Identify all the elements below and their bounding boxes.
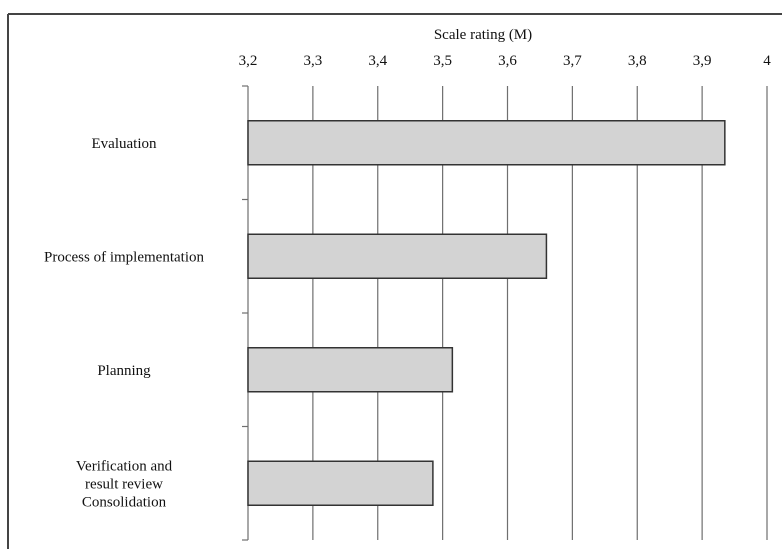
category-label: Evaluation (92, 136, 157, 152)
x-tick-label: 3,9 (693, 53, 712, 69)
x-tick-label: 4 (763, 53, 771, 69)
x-tick-label: 3,2 (239, 53, 258, 69)
bar (247, 233, 548, 279)
x-tick-label: 3,4 (368, 53, 387, 69)
bar (247, 347, 454, 393)
x-tick-labels: 3,2 3,3 3,4 3,5 3,6 3,7 3,8 3,9 4 (239, 53, 772, 69)
bars (247, 120, 726, 506)
bar (247, 120, 726, 166)
x-tick-label: 3,6 (498, 53, 517, 69)
x-tick-label: 3,3 (304, 53, 323, 69)
x-tick-label: 3,8 (628, 53, 647, 69)
x-axis-title: Scale rating (M) (434, 27, 532, 43)
category-ticks (242, 85, 248, 541)
category-labels: Evaluation Process of implementation Plann… (44, 136, 204, 511)
category-label: Process of implementation (44, 249, 204, 265)
x-tick-label: 3,7 (563, 53, 582, 69)
bar (247, 460, 434, 506)
category-label: Verification and result review Consolidati… (76, 458, 173, 510)
category-label: Planning (97, 363, 151, 379)
x-tick-label: 3,5 (433, 53, 452, 69)
